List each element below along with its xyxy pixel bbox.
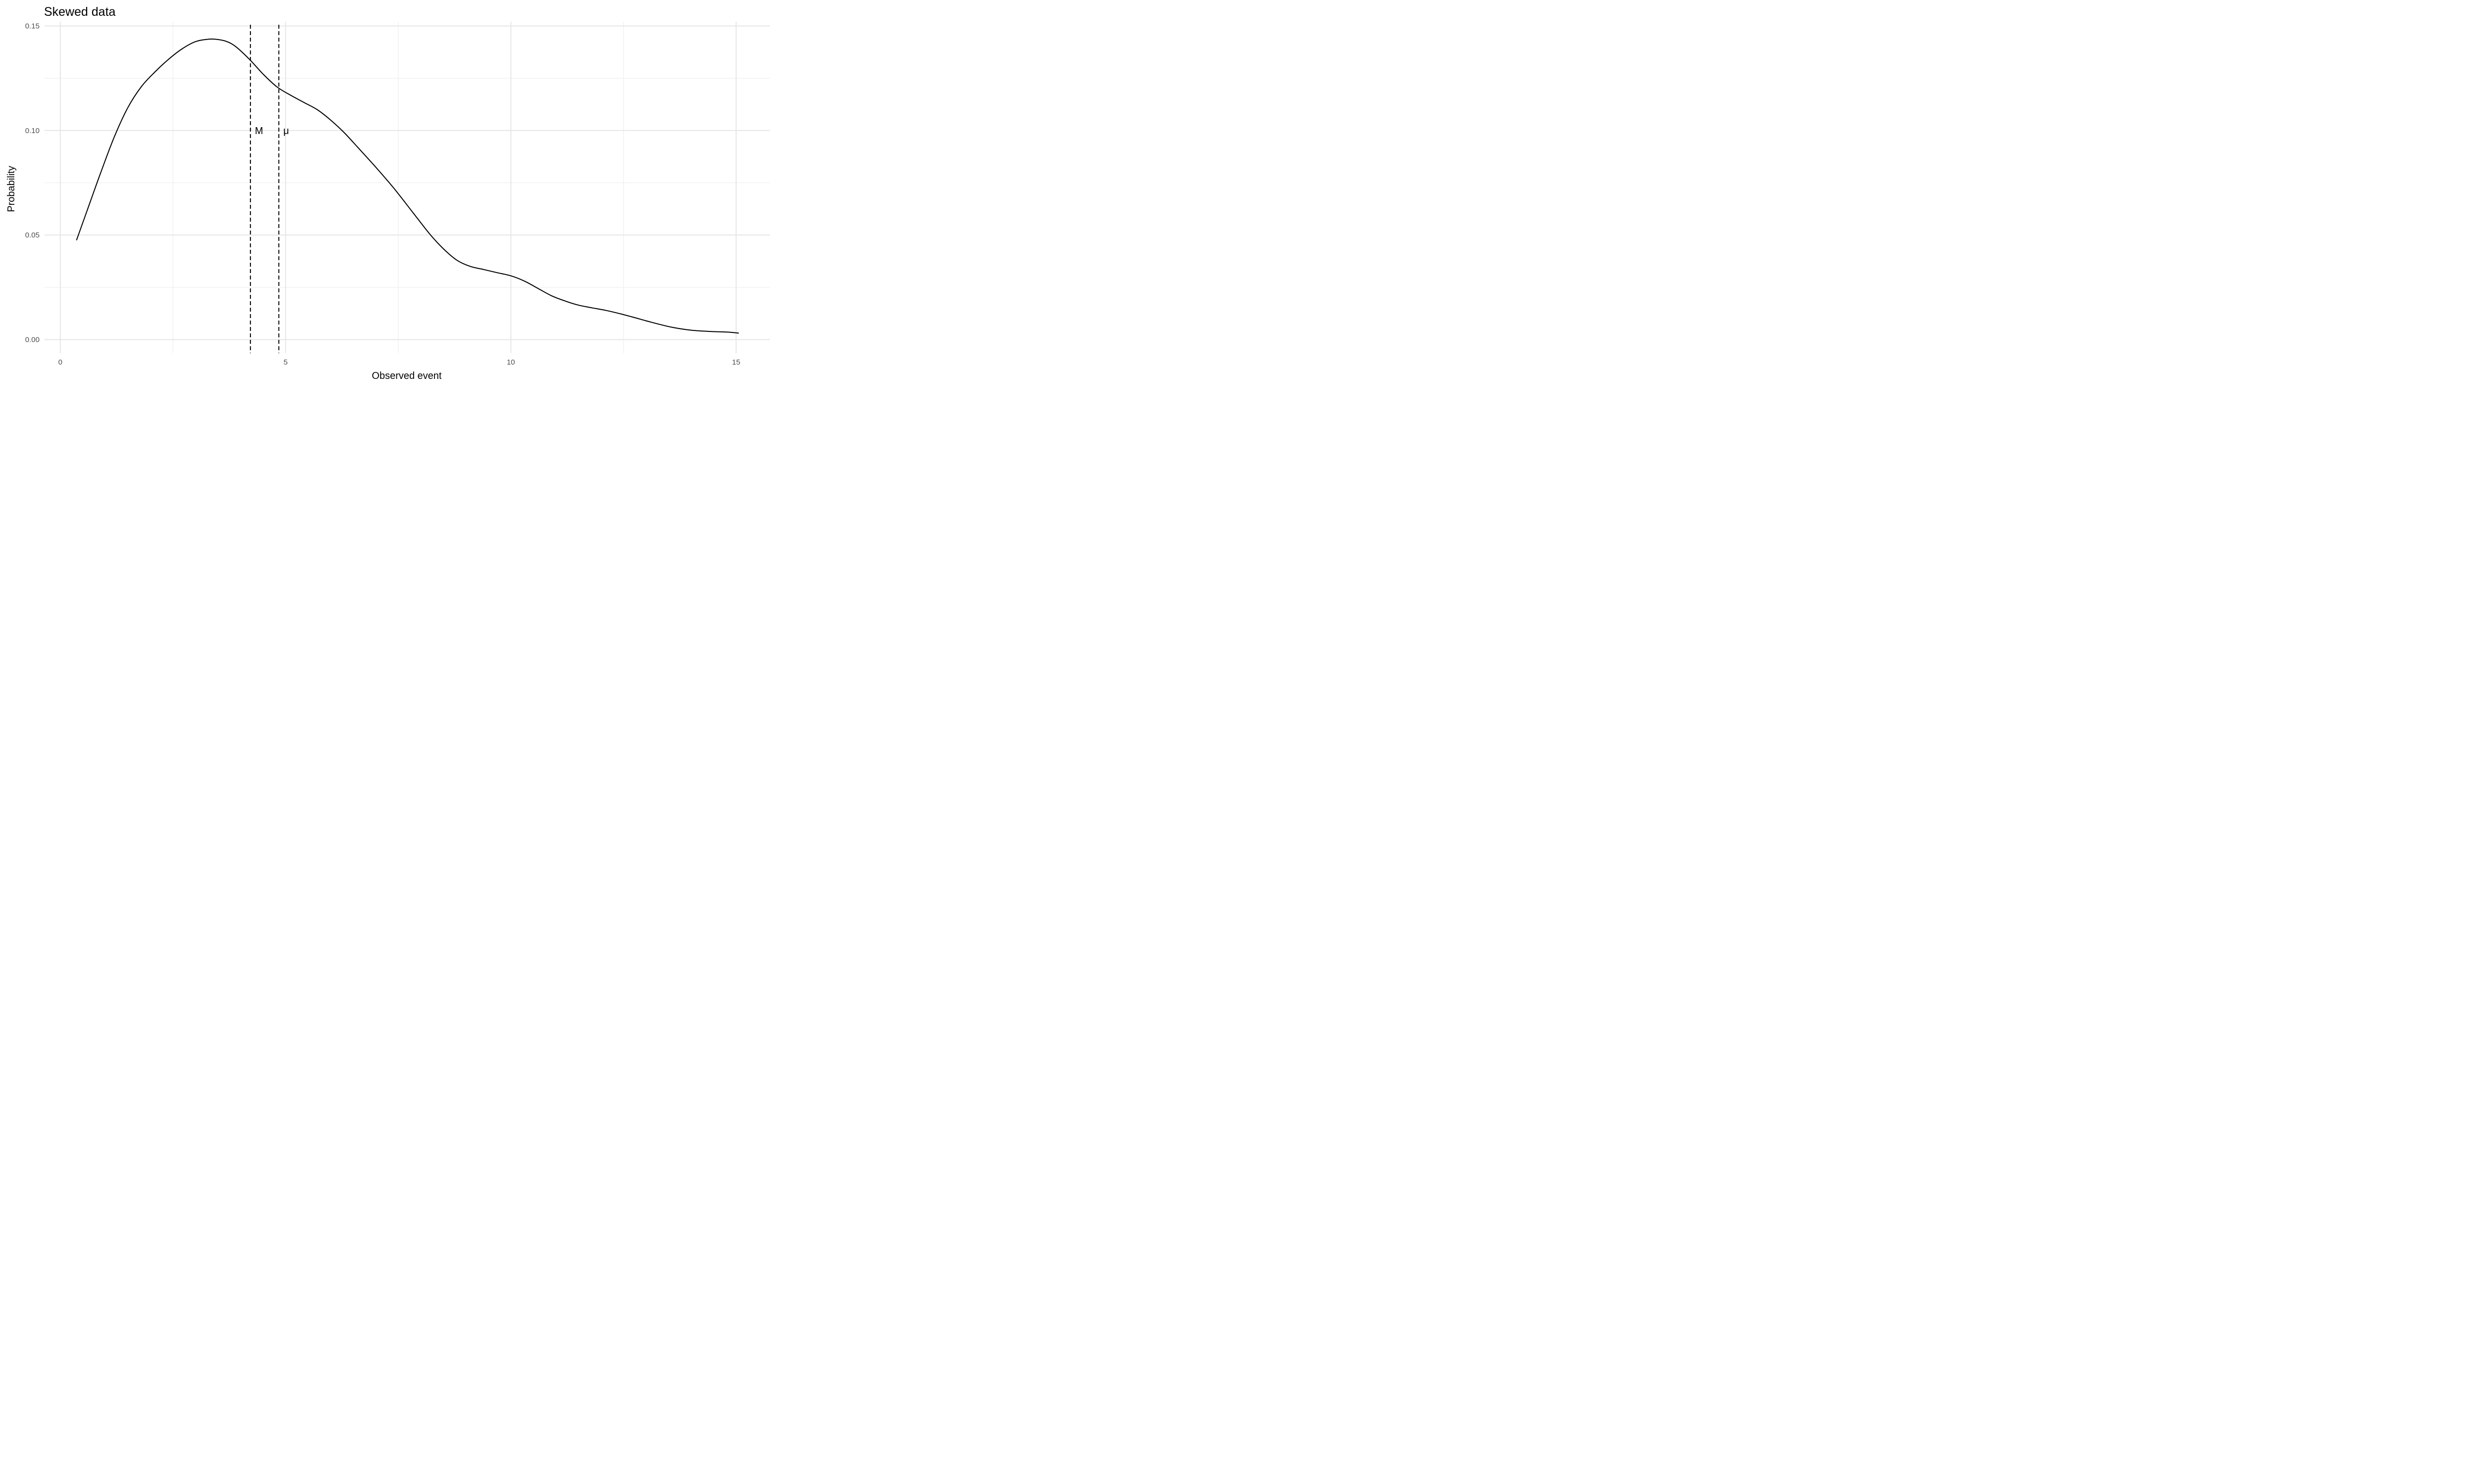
reference-line-label: μ — [283, 126, 289, 137]
density-curve — [76, 38, 739, 334]
x-tick-label: 10 — [507, 358, 515, 367]
y-tick-label: 0.15 — [25, 22, 40, 30]
x-tick-label: 0 — [58, 358, 62, 367]
y-axis-title: Probability — [6, 166, 17, 212]
reference-line-label: M — [255, 126, 263, 137]
y-tick-label: 0.10 — [25, 127, 40, 135]
y-tick-labels: 0.00 0.05 0.10 0.15 — [25, 22, 40, 344]
y-tick-label: 0.05 — [25, 231, 40, 239]
x-tick-label: 15 — [732, 358, 740, 367]
x-tick-labels: 0 5 10 15 — [58, 358, 740, 367]
x-tick-label: 5 — [284, 358, 287, 367]
y-tick-label: 0.00 — [25, 336, 40, 344]
x-axis-title: Observed event — [372, 371, 442, 381]
chart-title: Skewed data — [44, 5, 116, 19]
grid — [45, 22, 770, 353]
